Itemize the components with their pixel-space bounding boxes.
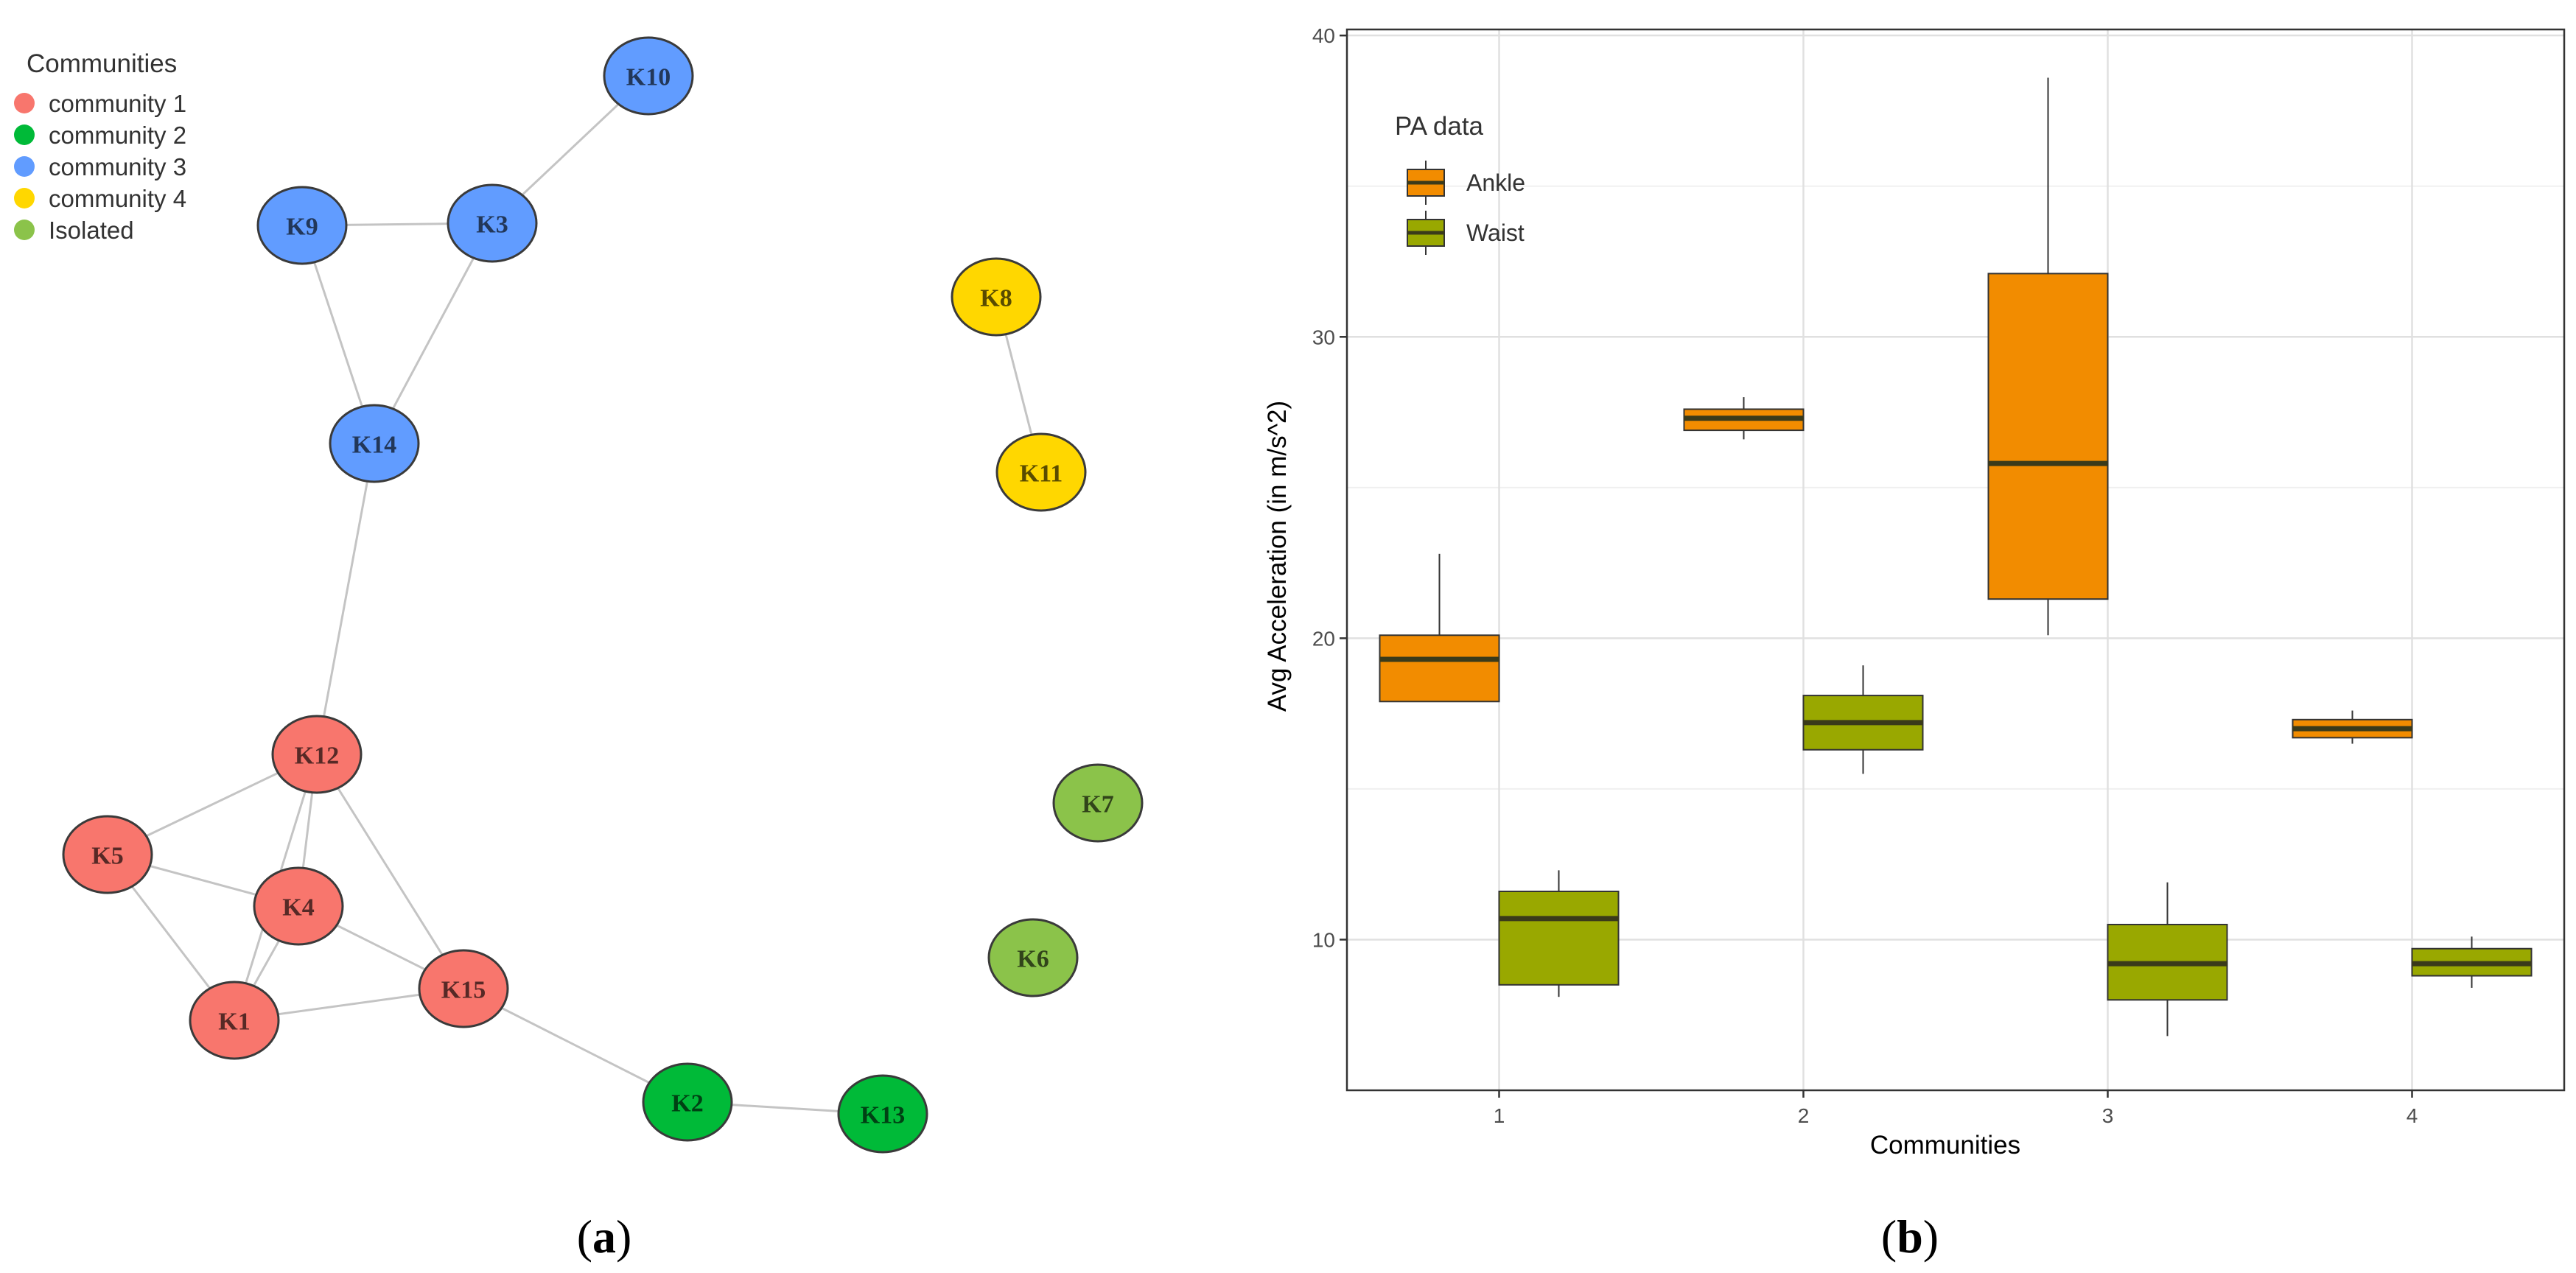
node-k5: K5 (62, 815, 153, 894)
legend-label: community 2 (49, 122, 186, 149)
pa-data-legend: PA data Ankle Waist (1395, 112, 1525, 255)
node-circle (271, 715, 363, 794)
x-tick-label: 1 (1494, 1104, 1505, 1127)
box-iqr (1987, 273, 2109, 600)
node-label: K6 (1017, 946, 1049, 973)
box-waist-4 (2411, 936, 2533, 988)
node-label: K11 (1020, 460, 1063, 488)
box-ankle-2 (1683, 397, 1805, 440)
node-label: K9 (286, 214, 318, 241)
node-k13: K13 (837, 1074, 928, 1154)
node-circle (62, 815, 153, 894)
node-label: K14 (352, 432, 396, 459)
node-k14: K14 (329, 404, 420, 483)
boxplot-panel: 10 20 30 40 1 2 3 4 PA data Ankle Waist Communit… (1263, 24, 2566, 1263)
y-axis-title: Avg Acceleration (in m/s^2) (1263, 401, 1292, 712)
legend-label: Ankle (1466, 169, 1525, 196)
legend-swatch-community-3 (14, 156, 35, 177)
box-waist-2 (1802, 665, 1924, 774)
legend-swatch-isolated (14, 220, 35, 240)
legend-swatch-community-1 (14, 93, 35, 113)
node-k6: K6 (987, 918, 1079, 997)
node-label: K5 (91, 843, 123, 870)
node-circle (447, 183, 538, 263)
network-panel: Communities community 1 community 2 commun… (14, 36, 1144, 1263)
box-iqr (1498, 891, 1620, 986)
box-waist-3 (2107, 882, 2228, 1037)
node-circle (189, 981, 280, 1060)
legend-title: Communities (27, 49, 177, 78)
node-label: K3 (476, 211, 508, 239)
node-label: K8 (980, 285, 1012, 312)
legend-label: community 3 (49, 153, 186, 180)
plot-border (1345, 28, 2566, 1092)
node-circle (1052, 763, 1144, 843)
box-waist-1 (1498, 870, 1620, 997)
node-circle (951, 257, 1042, 337)
x-tick-label: 3 (2102, 1104, 2114, 1127)
node-k8: K8 (951, 257, 1042, 337)
edge-K14-K12 (315, 443, 376, 755)
node-circle (329, 404, 420, 483)
node-circle (642, 1062, 733, 1142)
legend-swatch-community-2 (14, 125, 35, 145)
network-edges (106, 74, 1043, 1115)
legend-label: Waist (1466, 220, 1525, 246)
legend-title: PA data (1395, 112, 1484, 141)
node-k4: K4 (253, 866, 344, 946)
node-k9: K9 (256, 186, 348, 265)
legend-key-waist: Waist (1407, 211, 1525, 255)
node-k3: K3 (447, 183, 538, 263)
node-circle (418, 949, 509, 1028)
box-ankle-1 (1379, 553, 1500, 703)
legend-label: Isolated (49, 217, 134, 244)
panel-a-label: (a) (577, 1210, 632, 1263)
box-ankle-4 (2292, 710, 2413, 744)
x-tick-label: 4 (2407, 1104, 2418, 1127)
node-circle (253, 866, 344, 946)
legend-key-ankle: Ankle (1407, 161, 1525, 205)
node-label: K4 (282, 894, 314, 922)
y-tick-label: 20 (1312, 627, 1335, 650)
node-circle (603, 36, 694, 116)
legend-label: community 1 (49, 90, 186, 117)
node-k7: K7 (1052, 763, 1144, 843)
plot-axes: 10 20 30 40 1 2 3 4 (1312, 24, 2566, 1127)
node-k11: K11 (995, 432, 1087, 512)
x-axis-title: Communities (1870, 1131, 2020, 1160)
node-circle (256, 186, 348, 265)
y-tick-label: 40 (1312, 24, 1335, 47)
box-iqr (1379, 634, 1500, 703)
node-k15: K15 (418, 949, 509, 1028)
node-label: K10 (626, 64, 671, 91)
node-k10: K10 (603, 36, 694, 116)
node-label: K13 (861, 1102, 905, 1129)
edge-K12-K15 (315, 754, 465, 989)
panel-b-label: (b) (1881, 1210, 1939, 1263)
node-label: K7 (1082, 791, 1113, 818)
node-label: K12 (295, 743, 339, 770)
node-k2: K2 (642, 1062, 733, 1142)
communities-legend: Communities community 1 community 2 commun… (14, 49, 186, 244)
legend-swatch-community-4 (14, 188, 35, 208)
edge-K3-K14 (373, 222, 494, 444)
x-tick-label: 2 (1798, 1104, 1810, 1127)
y-tick-label: 10 (1312, 928, 1335, 951)
node-label: K15 (441, 977, 486, 1004)
network-nodes: K1 K2 K3 K4 K5 K6 K7 K8 K9 K10 K11 K12 K13 K14 K15 (62, 36, 1144, 1154)
legend-label: community 4 (49, 185, 186, 212)
y-tick-label: 30 (1312, 326, 1335, 348)
box-series (1379, 77, 2533, 1037)
node-circle (837, 1074, 928, 1154)
box-ankle-3 (1987, 77, 2109, 636)
node-label: K1 (218, 1009, 250, 1036)
node-k12: K12 (271, 715, 363, 794)
node-circle (987, 918, 1079, 997)
node-label: K2 (671, 1090, 703, 1118)
node-circle (995, 432, 1087, 512)
node-k1: K1 (189, 981, 280, 1060)
